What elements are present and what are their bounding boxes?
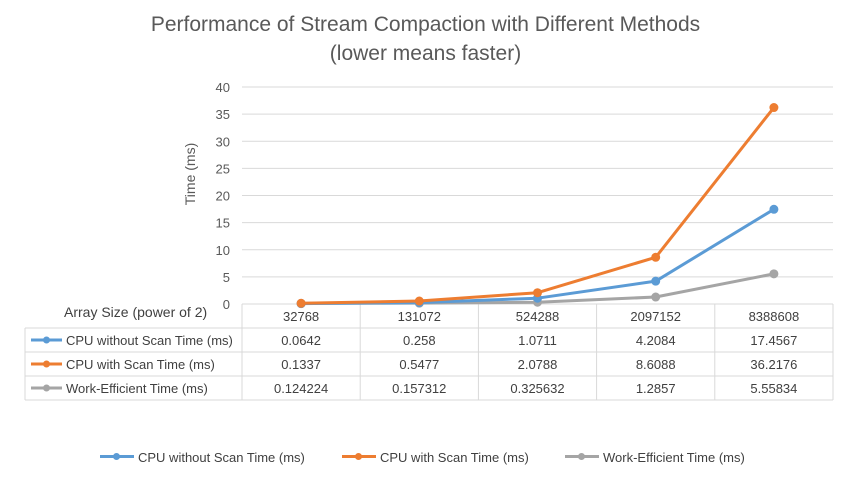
table-cell: 36.2176 [750,357,797,372]
data-point [651,252,661,262]
table-cell: 8.6088 [636,357,676,372]
chart-title: Performance of Stream Compaction with Di… [150,13,701,36]
x-tick-label: 32768 [283,309,319,324]
legend-label: CPU with Scan Time (ms) [380,449,529,465]
y-tick-label: 10 [216,243,230,258]
table-cell: 0.124224 [274,381,328,396]
data-point [296,298,306,308]
x-tick-label: 2097152 [630,309,681,324]
legend-marker [578,453,585,460]
table-cell: 1.2857 [636,381,676,396]
legend-item: CPU with Scan Time (ms) [342,447,529,467]
legend-swatch [100,451,134,463]
table-series-name: CPU without Scan Time (ms) [66,333,233,348]
y-tick-label: 15 [216,216,230,231]
data-point [769,103,779,113]
data-point [651,276,661,286]
legend-label: Work-Efficient Time (ms) [603,449,745,465]
table-series-name: CPU with Scan Time (ms) [66,357,215,372]
y-tick-label: 25 [216,161,230,176]
legend-item: Work-Efficient Time (ms) [565,447,745,467]
legend-marker [113,453,120,460]
data-point [533,288,542,298]
table-cell: 1.0711 [518,333,557,348]
legend-marker [355,453,362,460]
table-cell: 0.157312 [392,381,446,396]
table-cell: 5.55834 [750,381,797,396]
legend-item: CPU without Scan Time (ms) [100,447,305,467]
series-lines [296,103,779,309]
series-line [299,106,776,305]
table-legend-marker [43,384,50,392]
y-tick-label: 5 [223,270,230,285]
data-point [414,296,424,306]
data-point [769,269,779,279]
table-cell: 0.1337 [281,357,321,372]
y-axis-ticks: 0 5 10 15 20 25 30 35 40 [216,80,230,312]
table-cell: 0.325632 [510,381,564,396]
grid-lines [242,86,833,305]
table-cell: 0.0642 [281,333,321,348]
y-tick-label: 30 [216,134,230,149]
legend-label: CPU without Scan Time (ms) [138,449,305,465]
y-tick-label: 0 [223,297,230,312]
table-series-name: Work-Efficient Time (ms) [66,381,208,396]
x-tick-label: 131072 [398,309,441,324]
table-legend-marker [43,336,50,344]
table-cell: 2.0788 [518,357,558,372]
x-tick-label: 524288 [516,309,559,324]
data-point [651,292,661,302]
data-point [769,204,779,214]
y-axis-label: Time (ms) [182,143,198,205]
legend-swatch [565,451,599,463]
table-cell: 0.5477 [399,357,439,372]
table-legend-marker [43,360,50,368]
table-cell: 17.4567 [750,333,797,348]
table-cell: 4.2084 [636,333,676,348]
legend-swatch [342,451,376,463]
chart-subtitle: (lower means faster) [329,42,522,65]
x-axis-label: Array Size (power of 2) [64,304,207,320]
legend: CPU without Scan Time (ms) CPU with Scan … [0,447,851,467]
y-tick-label: 20 [216,189,230,204]
y-tick-label: 35 [216,107,230,122]
y-tick-label: 40 [216,80,230,95]
x-tick-label: 8388608 [749,309,800,324]
table-cell: 0.258 [403,333,436,348]
